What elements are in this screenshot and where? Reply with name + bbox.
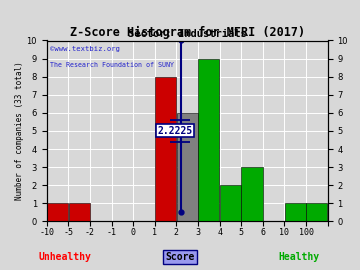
Bar — [69, 203, 90, 221]
Y-axis label: Number of companies (33 total): Number of companies (33 total) — [15, 62, 24, 200]
Text: Unhealthy: Unhealthy — [39, 252, 91, 262]
Text: Score: Score — [165, 252, 195, 262]
Bar — [285, 203, 306, 221]
Text: The Research Foundation of SUNY: The Research Foundation of SUNY — [50, 62, 174, 68]
Bar — [47, 203, 68, 221]
Text: Healthy: Healthy — [278, 252, 319, 262]
Bar — [198, 59, 219, 221]
Text: Sector: Industrials: Sector: Industrials — [128, 29, 247, 39]
Bar — [155, 77, 176, 221]
Bar — [220, 185, 241, 221]
Bar — [242, 167, 262, 221]
Bar — [306, 203, 327, 221]
Text: ©www.textbiz.org: ©www.textbiz.org — [50, 46, 120, 52]
Title: Z-Score Histogram for MFRI (2017): Z-Score Histogram for MFRI (2017) — [69, 26, 305, 39]
Text: 2.2225: 2.2225 — [158, 126, 193, 136]
Bar — [177, 113, 198, 221]
